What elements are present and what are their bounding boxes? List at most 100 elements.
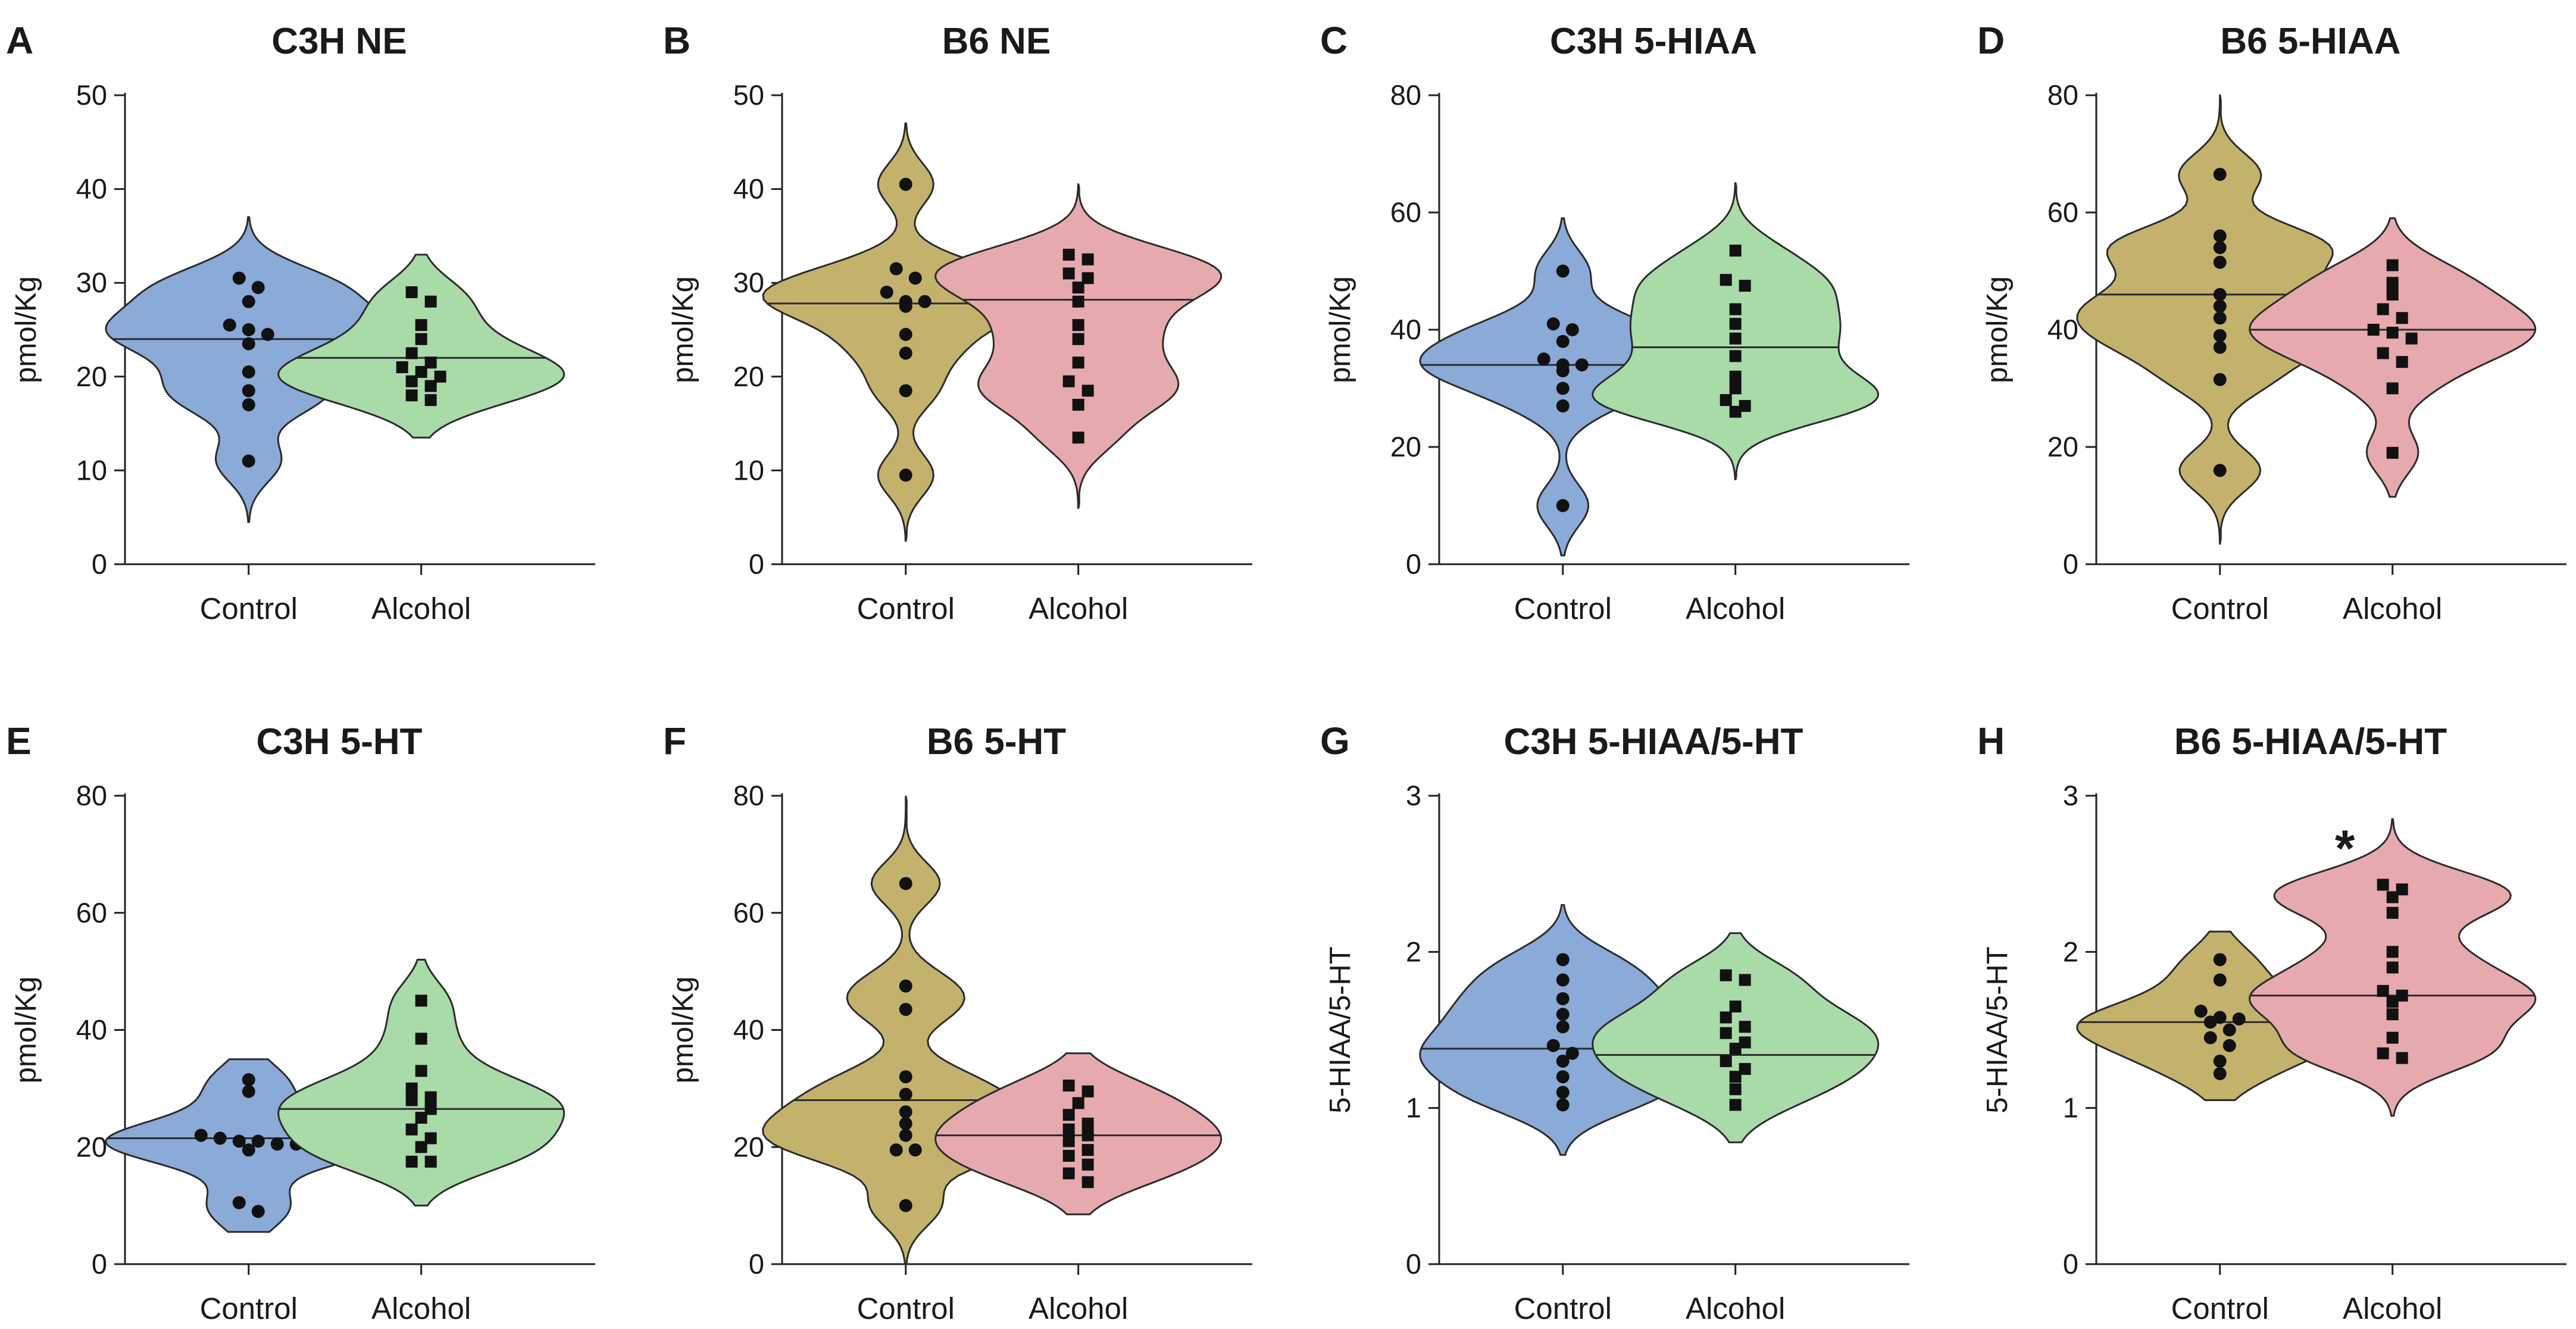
y-tick-label: 0 [749,548,764,580]
y-tick-label: 0 [2063,548,2078,580]
data-point [2386,326,2399,339]
data-point [1072,333,1084,345]
y-tick-label: 40 [1390,314,1421,345]
y-tick-label: 0 [2063,1248,2078,1280]
data-point [2213,287,2227,301]
panel-h: H B6 5-HIAA/5-HT 5-HIAA/5-HT 0 1 2 3 Control Alc… [1977,720,2566,1325]
panel-b: B B6 NE pmol/Kg 0 10 20 30 40 50 Control Alcohol [663,19,1252,626]
data-point [1081,1158,1094,1171]
data-point [2213,311,2227,325]
data-point [2203,1015,2217,1029]
data-point [2386,891,2399,903]
y-tick-label: 40 [2047,314,2078,345]
data-point [1575,358,1589,372]
y-tick-label: 60 [1390,196,1421,228]
x-tick-label-alcohol: Alcohol [2343,1292,2442,1325]
y-tick-label: 60 [733,897,764,928]
data-point [2213,973,2227,987]
data-point [405,389,418,402]
panel-title: B6 5-HIAA [2220,21,2400,62]
data-point [1729,332,1742,345]
x-tick-label-alcohol: Alcohol [1028,1292,1128,1325]
y-tick-label: 80 [2047,79,2078,111]
data-point [2213,167,2227,181]
panel-letter: B [663,19,690,62]
data-point [424,295,437,308]
panel-g: G C3H 5-HIAA/5-HT 5-HIAA/5-HT 0 1 2 3 Control Al… [1320,720,1909,1325]
significance-marker: * [2335,820,2355,877]
y-tick-label: 0 [1406,548,1421,580]
data-point [2386,382,2399,395]
data-point [1729,245,1742,257]
data-point [415,365,427,378]
y-tick-label: 40 [76,1014,107,1046]
data-point [1720,1011,1732,1024]
data-point [242,454,255,468]
data-point [2377,878,2389,891]
y-tick-label: 10 [76,454,107,486]
data-point [1556,381,1570,395]
data-point [2213,340,2227,354]
data-point [1729,303,1742,315]
data-point [242,365,255,379]
data-point [1556,992,1570,1006]
violin-alcohol [2249,217,2537,498]
y-tick-label: 10 [733,454,764,486]
data-point [1739,974,1751,986]
data-point [2213,241,2227,255]
x-tick-label-alcohol: Alcohol [371,1292,471,1325]
data-point [424,1132,437,1144]
x-tick-label-control: Control [857,1292,955,1325]
data-point [1556,399,1570,413]
data-point [2213,953,2227,967]
data-point [1720,394,1732,406]
data-point [405,1123,418,1136]
panel-e: E C3H 5-HT pmol/Kg 0 20 40 60 80 Control Alcohol [6,720,595,1325]
data-point [223,318,236,332]
panel-letter: E [6,720,32,762]
data-point [1062,1123,1075,1136]
data-point [1062,1079,1075,1092]
data-point [2405,332,2418,345]
data-point [2386,1008,2399,1021]
data-point [1720,1027,1732,1039]
x-tick-label-control: Control [857,592,955,626]
data-point [899,1070,912,1084]
x-tick-label-alcohol: Alcohol [2343,592,2442,626]
data-point [899,468,912,482]
data-point [899,299,912,313]
data-point [261,327,274,341]
x-tick-label-alcohol: Alcohol [1686,592,1785,626]
y-tick-label: 80 [76,780,107,811]
data-point [1556,1008,1570,1021]
panel-title: B6 5-HT [927,721,1066,762]
data-point [2222,1039,2236,1052]
x-tick-label-alcohol: Alcohol [1686,1292,1785,1325]
data-point [270,1137,284,1151]
y-tick-label: 40 [76,173,107,205]
data-point [889,262,903,276]
data-point [1072,357,1084,369]
y-tick-label: 80 [1390,79,1421,111]
data-point [1072,319,1084,332]
data-point [2213,373,2227,386]
x-tick-label-control: Control [2171,592,2269,626]
data-point [415,1065,427,1077]
data-point [2396,989,2408,1002]
data-point [1081,253,1094,265]
data-point [908,271,922,285]
data-point [251,1205,265,1218]
data-point [1739,1063,1751,1075]
data-point [899,1128,912,1142]
data-point [2213,229,2227,243]
data-point [2386,1031,2399,1044]
y-tick-label: 20 [733,361,764,392]
data-point [424,1155,437,1168]
data-point [1556,1070,1570,1084]
data-point [1565,1046,1579,1060]
data-point [1729,318,1742,330]
data-point [1556,973,1570,987]
data-point [1072,431,1084,444]
data-point [2194,1005,2208,1018]
y-tick-label: 20 [76,1131,107,1162]
